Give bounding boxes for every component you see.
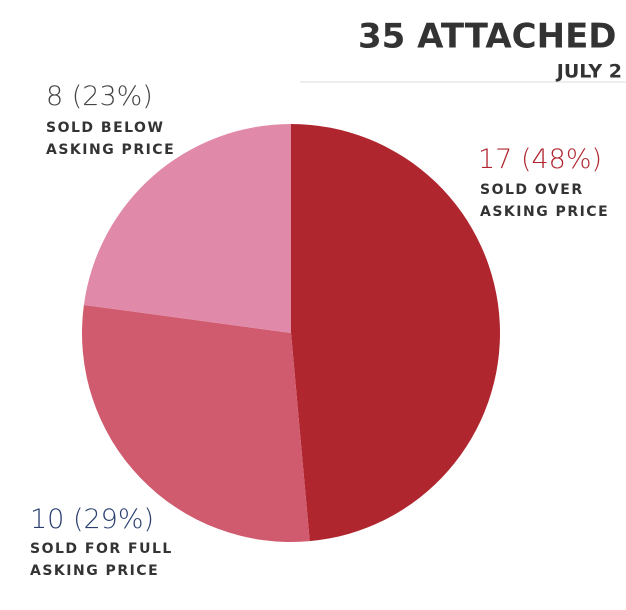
category-label: SOLD FOR FULL ASKING PRICE xyxy=(30,541,173,579)
pie-slice xyxy=(82,304,310,542)
value-label: 10 (29%) xyxy=(30,504,155,535)
value-label: 8 (23%) xyxy=(46,81,153,112)
category-label: SOLD OVER ASKING PRICE xyxy=(480,182,610,220)
value-label: 17 (48%) xyxy=(478,144,603,175)
category-label: SOLD BELOW ASKING PRICE xyxy=(46,120,176,158)
chart-title: 35 ATTACHED xyxy=(358,17,617,57)
chart-subtitle: JULY 2 xyxy=(555,61,622,83)
pie-slice xyxy=(291,124,500,542)
pie-slice xyxy=(83,124,291,333)
